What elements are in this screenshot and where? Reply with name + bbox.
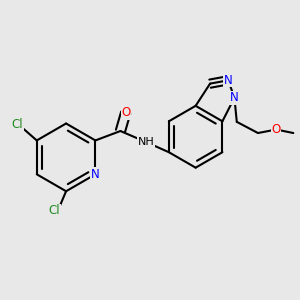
Text: N: N [91,168,100,181]
Text: NH: NH [138,137,155,147]
Text: O: O [121,106,130,119]
Text: N: N [230,91,239,104]
Text: O: O [272,123,281,136]
Text: Cl: Cl [11,118,23,131]
Text: Cl: Cl [49,204,60,217]
Text: N: N [224,74,233,87]
